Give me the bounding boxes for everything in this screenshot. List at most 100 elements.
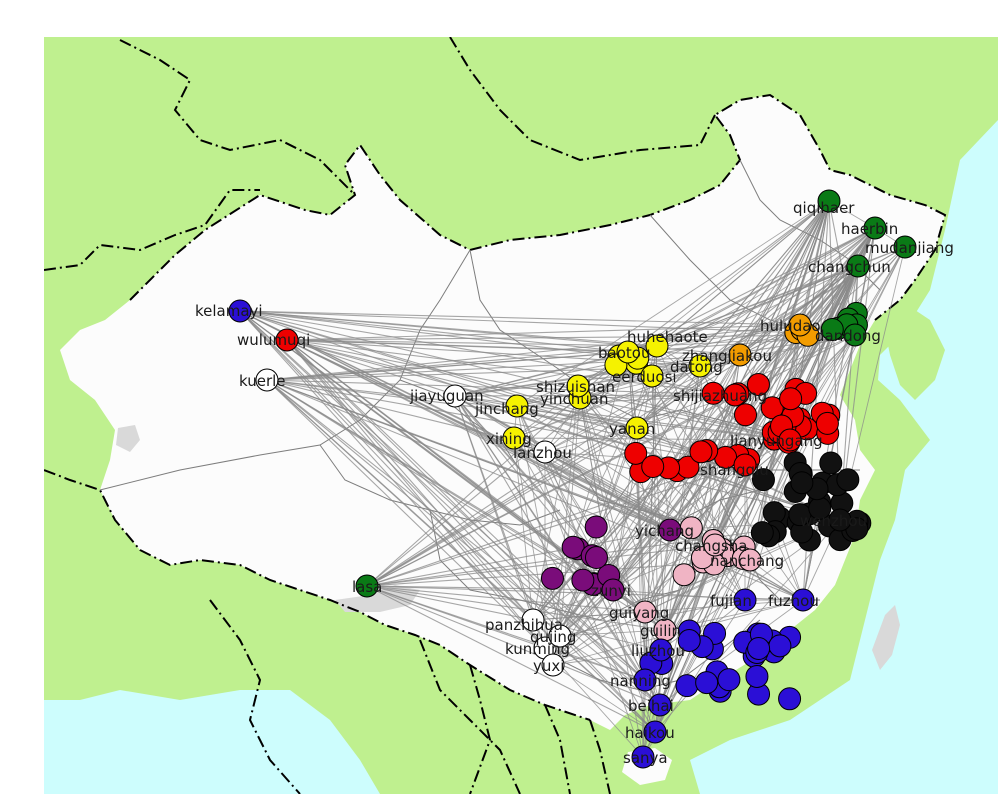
- city-label-lianyungang: lianyungang: [730, 432, 823, 450]
- city-node-qujing[interactable]: [548, 624, 572, 648]
- network-edge: [612, 529, 671, 591]
- city-node-zhangjiakou[interactable]: [728, 343, 752, 367]
- city-label-zhangjiakou: zhangjiakou: [682, 347, 772, 365]
- city-node-changchun[interactable]: [846, 254, 870, 278]
- city-node-yichang[interactable]: [658, 518, 682, 542]
- city-label-lasa: lasa: [352, 578, 382, 596]
- city-node-fujian[interactable]: [733, 588, 757, 612]
- network-edge: [366, 585, 661, 706]
- city-node-sanya[interactable]: [631, 745, 655, 769]
- network-edge: [239, 310, 671, 531]
- city-node-eerduosi[interactable]: [640, 364, 664, 388]
- city-node-shizuishan[interactable]: [566, 374, 590, 398]
- city-node-zunyi[interactable]: [601, 578, 625, 602]
- city-node[interactable]: [677, 628, 701, 652]
- city-label-shangqiu: shangqiu: [700, 461, 769, 479]
- city-node-haikou[interactable]: [643, 720, 667, 744]
- city-node-xining[interactable]: [502, 426, 526, 450]
- city-node[interactable]: [751, 468, 775, 492]
- network-edge: [239, 310, 791, 441]
- city-node[interactable]: [836, 468, 860, 492]
- city-node[interactable]: [779, 387, 803, 411]
- city-node[interactable]: [561, 535, 585, 559]
- city-nodes: [228, 189, 917, 769]
- city-node-nanning[interactable]: [633, 668, 657, 692]
- city-node-fuzhou[interactable]: [791, 588, 815, 612]
- city-node-shangqiu[interactable]: [733, 453, 757, 477]
- city-label-eerduosi: eerduosi: [612, 368, 677, 386]
- city-node[interactable]: [819, 451, 843, 475]
- city-node[interactable]: [745, 664, 769, 688]
- taiwan-island: [872, 605, 900, 670]
- city-node-beihai[interactable]: [648, 693, 672, 717]
- city-node[interactable]: [746, 372, 770, 396]
- city-node[interactable]: [750, 521, 774, 545]
- city-label-zunyi: zunyi: [591, 582, 631, 600]
- city-node-dandong[interactable]: [843, 323, 867, 347]
- network-edge: [559, 629, 666, 637]
- network-edge: [544, 246, 906, 453]
- city-node[interactable]: [820, 317, 844, 341]
- city-node-huhehaote[interactable]: [645, 334, 669, 358]
- city-node-lianyungang[interactable]: [778, 428, 802, 452]
- city-node-mudanjiang[interactable]: [893, 235, 917, 259]
- city-node[interactable]: [584, 515, 608, 539]
- city-label-guilin: guilin: [640, 622, 681, 640]
- city-node[interactable]: [624, 441, 648, 465]
- city-node[interactable]: [540, 566, 564, 590]
- city-node[interactable]: [790, 471, 814, 495]
- city-node-kelamayi[interactable]: [228, 299, 252, 323]
- city-node[interactable]: [689, 440, 713, 464]
- city-node[interactable]: [672, 563, 696, 587]
- city-node-guiyang[interactable]: [633, 600, 657, 624]
- city-node-shijiazhuang[interactable]: [723, 383, 747, 407]
- city-label-jinchang: jinchang: [474, 400, 539, 418]
- network-edge: [366, 427, 638, 587]
- city-node-baotou[interactable]: [616, 340, 640, 364]
- city-node[interactable]: [641, 455, 665, 479]
- city-node-jiayuguan[interactable]: [443, 384, 467, 408]
- city-node[interactable]: [768, 634, 792, 658]
- city-node[interactable]: [571, 568, 595, 592]
- city-node-liuzhou[interactable]: [649, 638, 673, 662]
- city-node-changsha[interactable]: [703, 533, 727, 557]
- city-node-kuerle[interactable]: [255, 368, 279, 392]
- network-edge: [532, 599, 804, 621]
- city-label-shizuishan: shizuishan: [536, 378, 615, 396]
- city-node[interactable]: [584, 546, 608, 570]
- city-node-yuxi[interactable]: [541, 653, 565, 677]
- city-node-yanan[interactable]: [625, 416, 649, 440]
- network-edge: [513, 437, 554, 666]
- network-edge: [644, 394, 736, 613]
- city-label-huhehaote: huhehaote: [627, 328, 708, 346]
- city-node[interactable]: [695, 671, 719, 695]
- city-node[interactable]: [747, 637, 771, 661]
- network-edge: [734, 227, 876, 396]
- city-node[interactable]: [734, 403, 758, 427]
- city-node[interactable]: [675, 674, 699, 698]
- city-node-nanchang[interactable]: [738, 548, 762, 572]
- city-node-panzhihua[interactable]: [521, 608, 545, 632]
- city-node-haerbin[interactable]: [863, 216, 887, 240]
- network-edge: [239, 310, 638, 429]
- city-node[interactable]: [778, 687, 802, 711]
- city-node-jinchang[interactable]: [505, 394, 529, 418]
- network-edge: [577, 385, 791, 441]
- city-label-nanchang: nanchang: [710, 552, 784, 570]
- network-edge: [651, 375, 671, 531]
- city-node-wenzhou[interactable]: [828, 508, 852, 532]
- city-node-wulumuqi[interactable]: [275, 328, 299, 352]
- city-node-qiqihaer[interactable]: [817, 189, 841, 213]
- city-node[interactable]: [717, 668, 741, 692]
- network-edge: [636, 365, 701, 429]
- city-label-fujian: fujian: [710, 592, 752, 610]
- city-node-huludao[interactable]: [788, 313, 812, 337]
- network-edge: [714, 439, 791, 546]
- network-edge: [239, 310, 614, 591]
- city-node-lasa[interactable]: [355, 574, 379, 598]
- city-label-changsha: changsha: [675, 537, 748, 555]
- city-node-datong[interactable]: [688, 354, 712, 378]
- city-node[interactable]: [760, 396, 784, 420]
- city-node-lanzhou[interactable]: [533, 440, 557, 464]
- city-node[interactable]: [815, 411, 839, 435]
